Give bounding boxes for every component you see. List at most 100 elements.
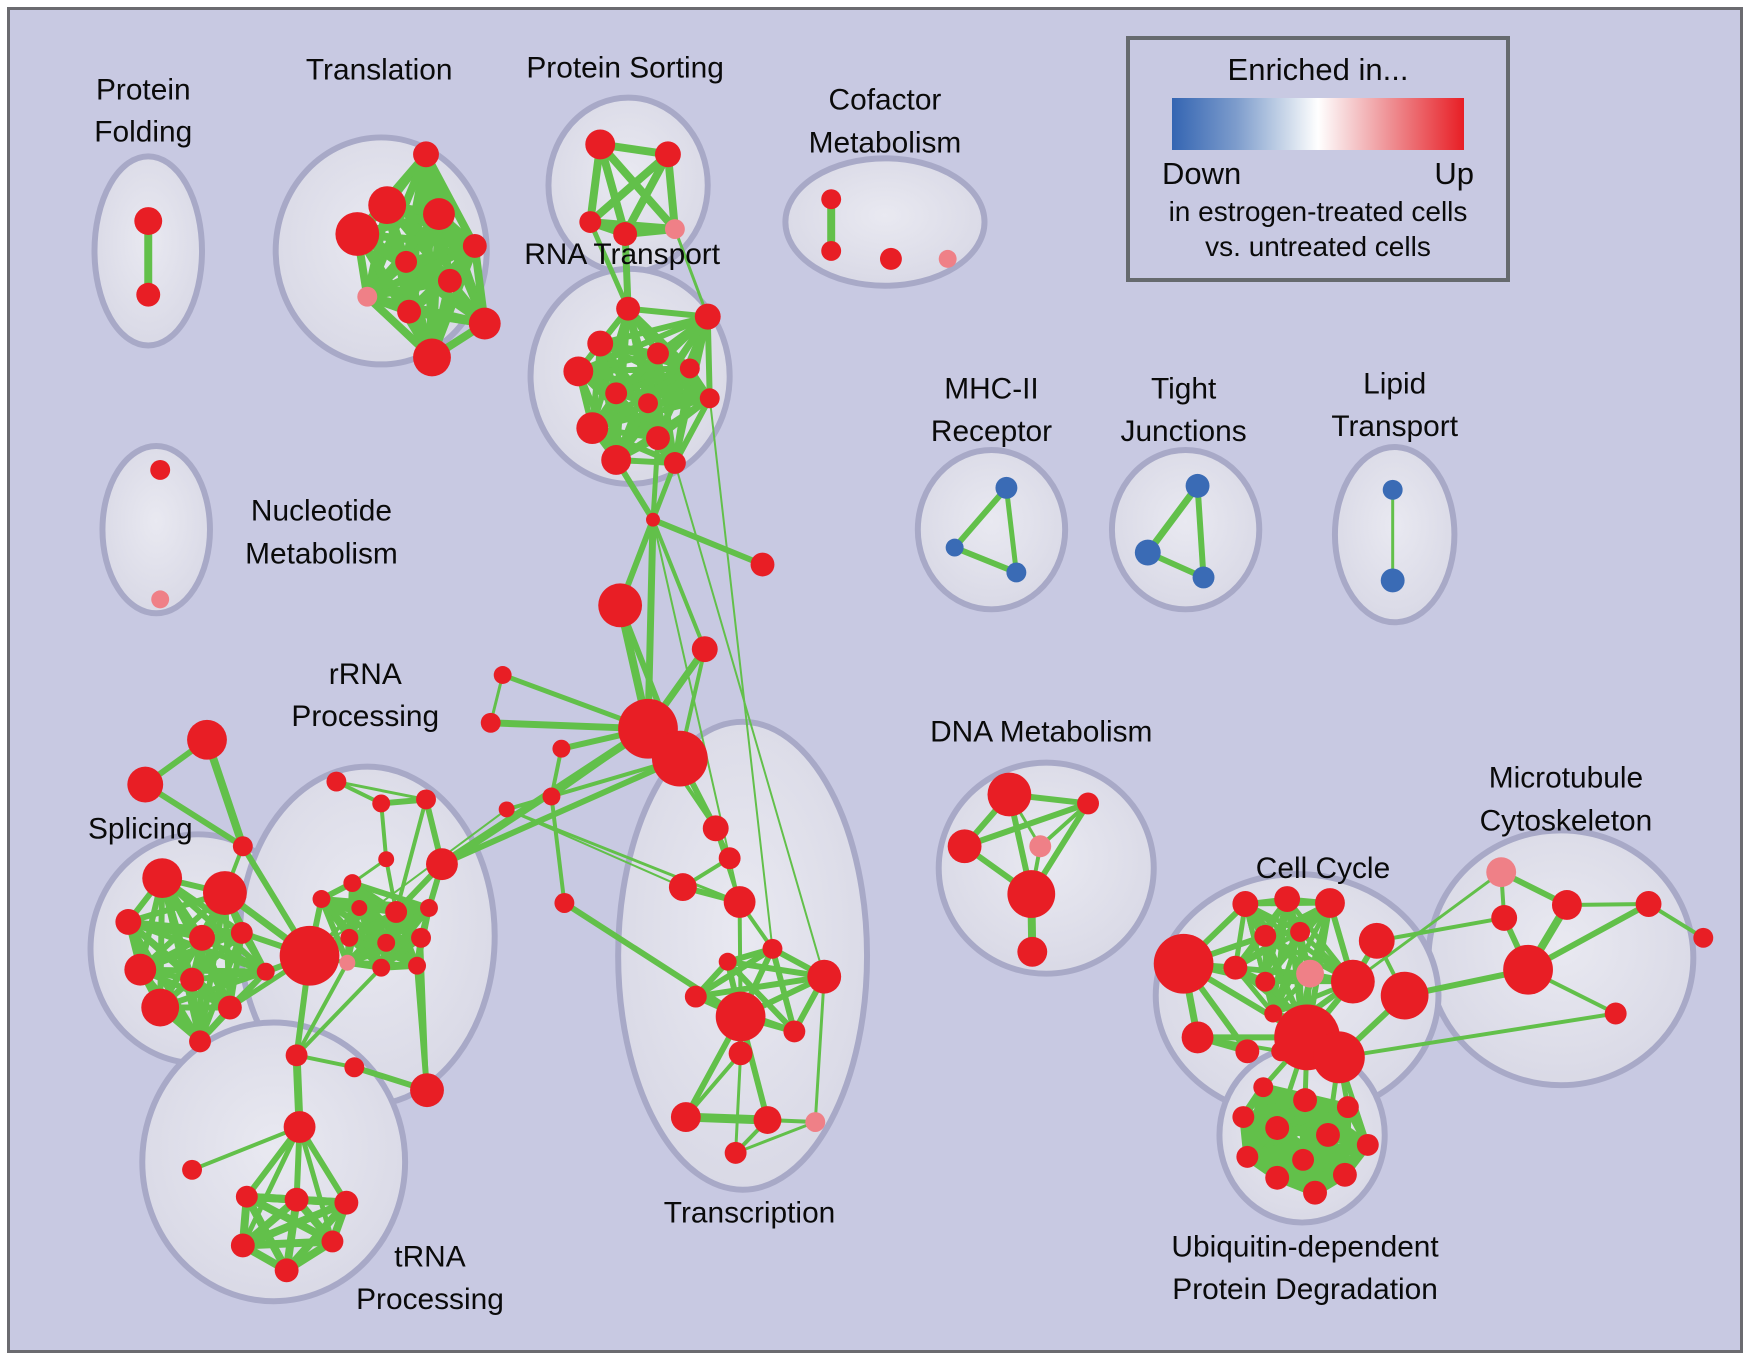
network-node [670,1102,701,1132]
cluster-label-nucleotide-metabolism: Nucleotide [251,495,392,528]
network-node [413,141,439,168]
network-node [579,211,602,234]
network-node [646,512,660,527]
network-node [426,848,458,881]
network-node [947,829,982,864]
network-edge [438,755,683,868]
cluster-label-rrna-processing: Processing [291,700,439,733]
network-node [357,286,378,307]
network-node [1265,1165,1290,1190]
network-node [115,908,142,935]
network-node [1551,890,1582,920]
network-node [230,1233,255,1258]
network-edge [769,945,798,1035]
network-node [285,1044,308,1067]
network-node [718,952,737,971]
network-edge [137,929,245,973]
network-edge [704,313,713,402]
cluster-label-microtubule-cytoskeleton: Cytoskeleton [1480,804,1653,837]
network-edge [157,875,166,1011]
network-node [256,962,275,981]
network-node [1380,971,1429,1020]
network-node [605,382,628,405]
network-edge [1232,929,1303,971]
network-node [1293,1088,1318,1113]
network-edge [692,945,776,1000]
cluster-label-nucleotide-metabolism: Metabolism [245,538,398,571]
network-node [821,189,842,210]
network-edge [586,150,672,227]
network-node [587,330,614,357]
network-edge [951,544,1020,576]
network-edge [708,397,774,950]
network-node [413,338,451,377]
network-node [938,249,957,268]
network-node [987,772,1032,817]
network-node [750,552,775,577]
network-node [1292,1148,1315,1171]
network-edge [238,1198,351,1250]
network-node [410,1073,444,1108]
network-node [1296,959,1324,988]
network-edge [1003,485,1019,575]
network-node [189,1030,211,1053]
network-node [368,186,407,225]
network-node [995,476,1018,499]
network-node [134,207,163,235]
network-node [1134,539,1161,566]
network-edge [561,900,744,1020]
network-edge [650,516,766,568]
network-node [312,890,331,908]
network-node [1006,562,1027,583]
network-edge [379,801,389,862]
network-node [1604,1002,1627,1025]
network-node [493,666,512,684]
network-node [1029,835,1052,858]
network-edge [504,756,682,812]
network-edge [1194,482,1207,581]
cluster-label-mhc-ii-receptor: MHC-II [944,372,1039,405]
network-edge [1374,915,1507,943]
network-edge [549,794,567,905]
network-node [1382,479,1403,500]
network-edge [734,1051,743,1155]
network-node [151,590,170,609]
network-edge [961,800,1092,850]
network-edge [644,516,657,733]
network-node [724,1141,747,1164]
network-node [344,1057,365,1078]
network-node [203,871,247,915]
network-edge [1351,870,1503,984]
network-node [664,219,685,239]
network-edge [294,965,384,1058]
network-node [646,426,670,451]
cluster-label-rrna-processing: rRNA [329,658,402,691]
network-node [372,958,391,977]
cluster-label-protein-folding: Protein [96,74,191,107]
network-node [1336,1096,1359,1119]
network-edge [363,276,454,301]
network-node [180,967,205,992]
network-node [1635,891,1662,917]
network-edge [651,518,741,904]
legend-box: Enriched in... Down Up in estrogen-treat… [1126,36,1510,282]
network-node [351,900,368,916]
network-node [723,886,756,918]
network-node [598,583,643,628]
network-node [372,794,391,813]
network-node [420,899,438,917]
network-node [805,1112,826,1132]
network-node [279,925,340,986]
cluster-label-splicing: Splicing [88,812,193,845]
cluster-label-trna-processing: tRNA [394,1240,465,1273]
network-node [563,356,594,387]
network-node [230,921,253,944]
network-edge [334,780,428,801]
network-node [136,282,161,307]
network-node [468,307,501,340]
network-node [783,1020,806,1043]
network-node [1313,1031,1365,1084]
network-node [339,954,356,971]
network-node [1232,1106,1255,1128]
cluster-label-ubiquitin-degradation: Protein Degradation [1172,1273,1438,1306]
